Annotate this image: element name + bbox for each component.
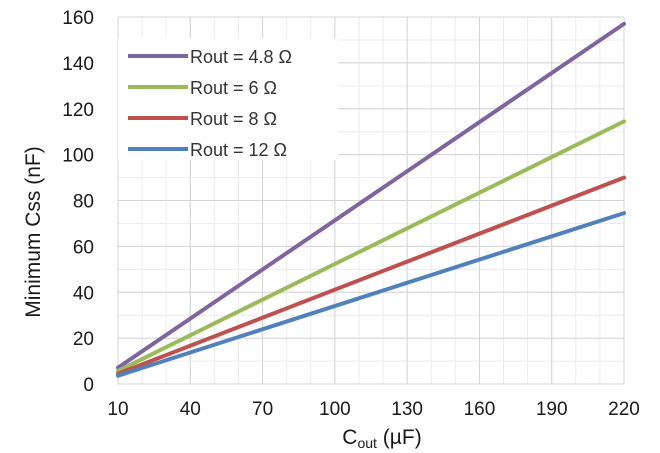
y-tick-label: 80 — [73, 192, 94, 213]
series-line-4 — [116, 211, 626, 378]
legend-label-1: Rout = 4.8 Ω — [190, 47, 292, 67]
x-tick-label: 100 — [319, 399, 351, 420]
legend-label-2: Rout = 6 Ω — [190, 78, 277, 98]
series-line-1 — [116, 21, 626, 370]
y-tick-label: 160 — [62, 8, 94, 29]
y-tick-label: 120 — [62, 100, 94, 121]
x-axis-title-subscript: out — [357, 435, 377, 451]
series-line-2 — [116, 119, 626, 373]
x-tick-label: 10 — [107, 399, 128, 420]
x-axis-title-unit: (µF) — [377, 426, 422, 449]
x-tick-label: 160 — [464, 399, 496, 420]
y-tick-label: 0 — [83, 375, 94, 396]
x-axis-title: Cout (µF) — [342, 426, 421, 451]
y-tick-label: 140 — [62, 54, 94, 75]
x-tick-label: 130 — [391, 399, 423, 420]
y-axis-ticks: 0 20 40 60 80 100 120 140 160 — [62, 8, 94, 396]
x-tick-label: 190 — [536, 399, 568, 420]
x-tick-label: 40 — [180, 399, 201, 420]
y-tick-label: 40 — [73, 283, 94, 304]
series-line-3 — [116, 175, 626, 376]
x-axis-ticks: 10 40 70 100 130 160 190 220 — [107, 399, 639, 420]
y-tick-label: 60 — [73, 237, 94, 258]
y-tick-label: 20 — [73, 329, 94, 350]
y-tick-label: 100 — [62, 146, 94, 167]
x-tick-label: 220 — [608, 399, 640, 420]
legend: Rout = 4.8 Ω Rout = 6 Ω Rout = 8 Ω Rout = 1… — [118, 38, 338, 160]
x-tick-label: 70 — [252, 399, 273, 420]
legend-label-3: Rout = 8 Ω — [190, 109, 277, 129]
x-axis-title-main: C — [342, 426, 357, 449]
y-axis-title: Minimum Css (nF) — [22, 146, 45, 318]
legend-label-4: Rout = 12 Ω — [190, 140, 287, 160]
series-lines — [116, 21, 626, 378]
legend-background — [118, 38, 338, 160]
